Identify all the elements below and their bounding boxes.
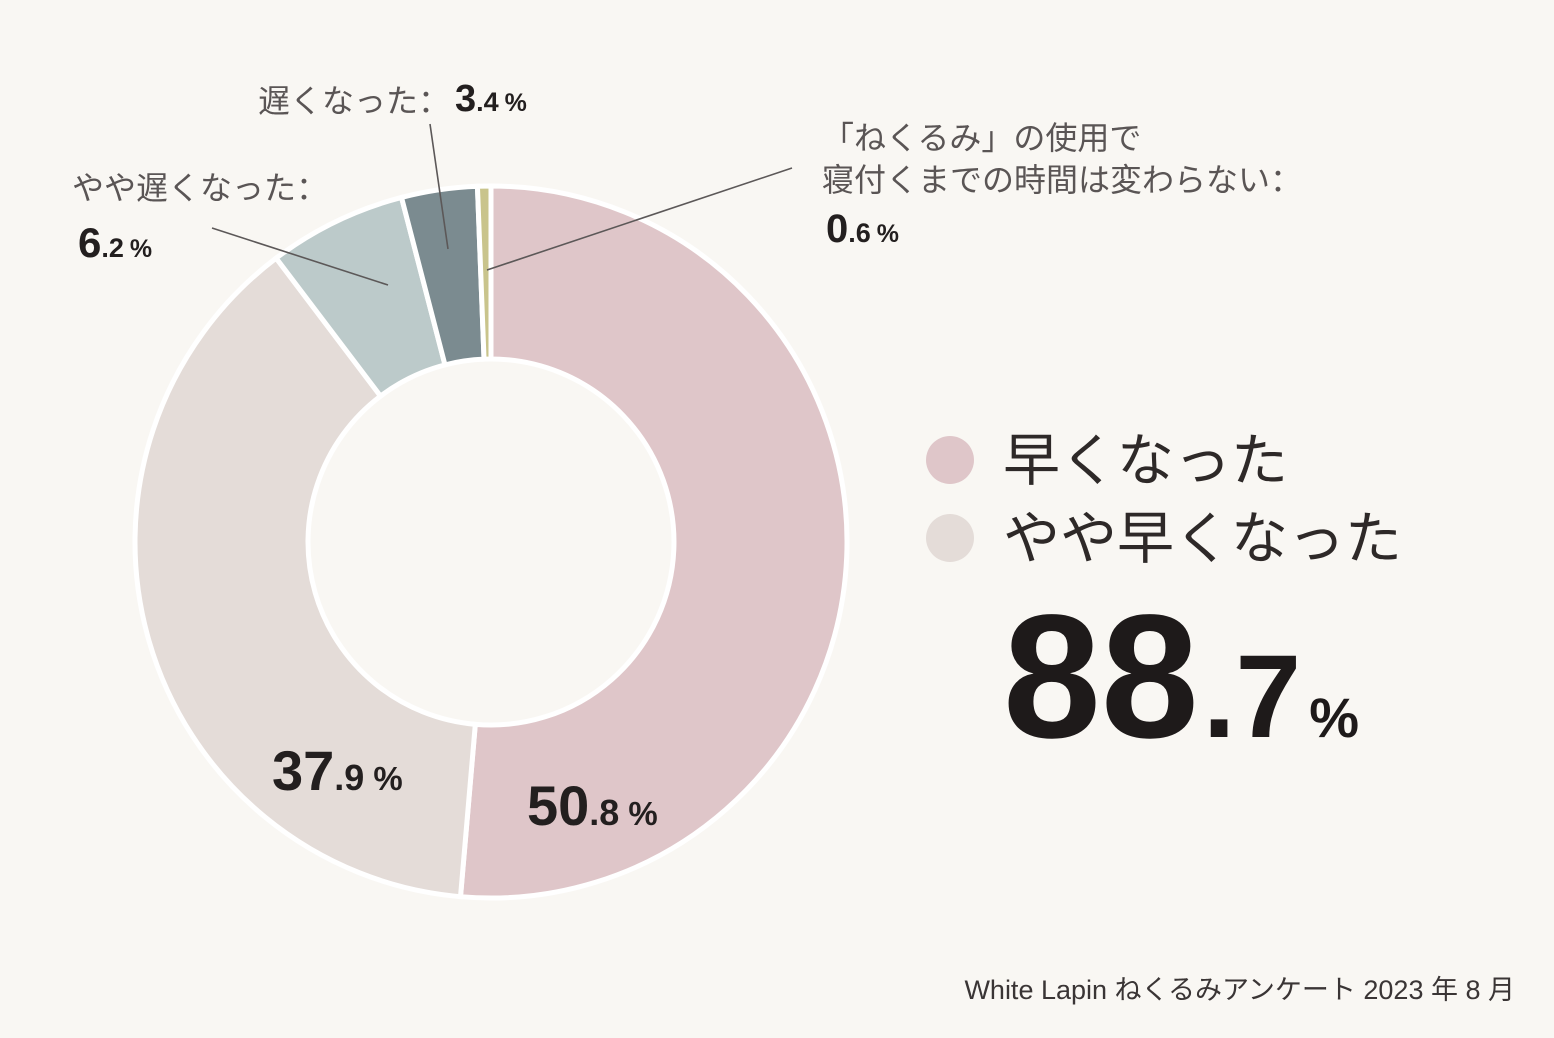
summary-decimal: .7 [1202,631,1302,763]
label-separator: ： [418,83,451,119]
donut-slice-unchanged [474,183,494,362]
value-integer: 3 [455,78,477,120]
leader-line-slightly-slowed [211,227,389,286]
value-integer: 0 [826,207,849,251]
category-label-line-2: 寝付くまでの時間は変わらない： [822,159,1302,201]
label-separator: ： [1270,162,1303,198]
value-label-unchanged: 0.6% [826,209,899,249]
summary-integer: 88 [1003,579,1199,775]
value-unit: % [373,760,403,797]
summary-unit: % [1309,686,1359,749]
category-label-line-1: 「ねくるみ」の使用で [822,120,1142,156]
value-decimal: .4 [476,87,499,117]
value-integer: 50 [527,774,590,837]
summary-total-value: 88.7% [1003,589,1359,765]
legend-label-faster: 早くなった [1003,429,1288,493]
value-label-slightly-faster: 37.9% [272,743,403,799]
category-label: やや遅くなった [72,170,297,206]
legend-swatch-slightly-faster [926,514,974,562]
value-integer: 6 [78,219,102,266]
category-label-line-2-text: 寝付くまでの時間は変わらない [822,162,1271,198]
leader-line-slowed [429,123,449,250]
legend-swatch-faster [926,436,974,484]
donut-slices [132,183,850,901]
callout-label-slowed: 遅くなった： [258,80,450,122]
leader-lines [211,123,793,286]
label-separator: ： [296,170,329,206]
value-unit: % [129,235,153,263]
value-unit: % [628,795,658,832]
value-label-slightly-slowed: 6.2% [78,222,152,264]
legend-label-slightly-faster: やや早くなった [1003,507,1402,571]
value-decimal: .2 [101,233,124,263]
donut-slice-slightly-faster [132,254,479,900]
value-unit: % [504,89,527,117]
leader-line-unchanged [486,167,793,271]
value-integer: 37 [272,739,335,802]
value-label-slowed: 3.4% [455,80,527,118]
value-unit: % [876,220,900,248]
donut-slice-faster [457,183,850,901]
value-decimal: .6 [848,218,871,248]
callout-label-slightly-slowed: やや遅くなった： [72,167,328,209]
source-credit: White Lapin ねくるみアンケート 2023 年 8 月 [964,975,1515,1005]
value-decimal: .8 [589,792,620,833]
callout-label-unchanged: 「ねくるみ」の使用で 寝付くまでの時間は変わらない： [822,117,1302,201]
category-label: 遅くなった [258,83,419,119]
value-label-faster: 50.8% [527,778,658,834]
value-decimal: .9 [334,757,365,798]
